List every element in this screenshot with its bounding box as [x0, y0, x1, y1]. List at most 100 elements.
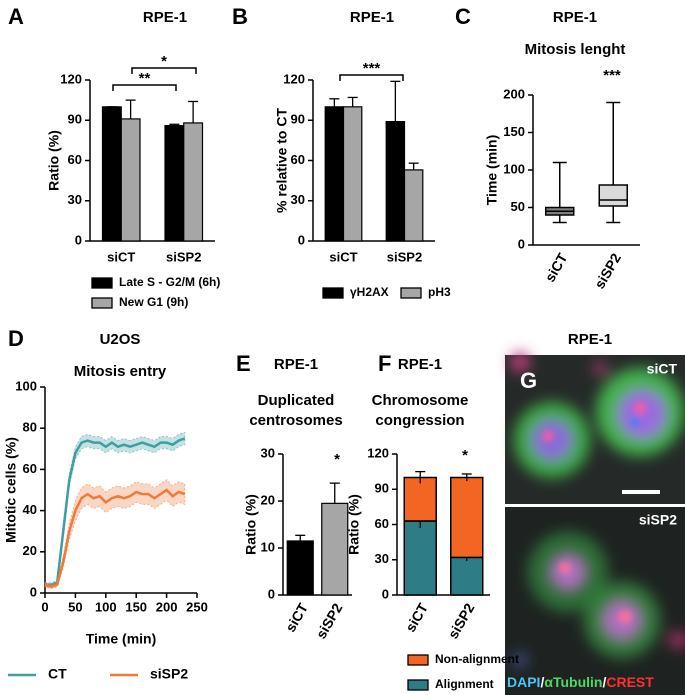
line: [44, 488, 186, 589]
panel-letter: F: [378, 351, 391, 376]
y-tick-label: 60: [375, 516, 389, 531]
x-tick-label: siCT: [402, 600, 431, 635]
y-tick-label: 200: [503, 86, 525, 101]
panel-letter: A: [8, 4, 24, 29]
legend-label: Late S - G2/M (6h): [119, 275, 220, 289]
chart-subtitle: Mitosis lenght: [525, 41, 626, 58]
y-axis-label: Ratio (%): [346, 494, 362, 555]
legend-label: Non-alignment: [435, 652, 519, 666]
y-tick-label: 150: [503, 124, 525, 139]
y-axis-label: Ratio (%): [46, 130, 62, 191]
y-axis-label: Time (min): [484, 135, 500, 206]
stain-sep: /: [540, 674, 544, 690]
line: [45, 437, 186, 587]
y-tick-label: 0: [268, 586, 275, 601]
panel-letter: D: [8, 326, 24, 351]
significance-label: *: [462, 447, 468, 464]
legend-swatch: [407, 679, 429, 691]
image-title: RPE-1: [568, 331, 612, 348]
bar: [324, 106, 345, 242]
legend-swatch: [322, 287, 344, 299]
y-tick-label: 30: [261, 445, 275, 460]
legend-swatch: [91, 277, 113, 289]
x-tick-label: siSP2: [445, 600, 478, 641]
bar-segment: [403, 476, 437, 522]
bar: [120, 118, 141, 242]
x-tick-label: 200: [156, 599, 178, 614]
legend-swatch: [91, 297, 113, 309]
significance-label: ***: [363, 60, 381, 77]
y-tick-label: 120: [283, 71, 305, 86]
x-tick-label: siSP2: [591, 250, 624, 291]
error-band: [44, 479, 186, 590]
y-tick-label: 60: [23, 461, 37, 476]
x-tick-label: siCT: [282, 600, 311, 635]
significance-bracket: [131, 67, 197, 74]
legend-swatch: [407, 654, 429, 666]
bar: [385, 120, 406, 242]
legend-label: CT: [48, 666, 67, 682]
legend-label: Alignment: [435, 677, 494, 691]
y-tick-label: 30: [291, 192, 305, 207]
box: [598, 184, 628, 207]
y-tick-label: 20: [261, 492, 275, 507]
x-tick-label: siCT: [107, 249, 135, 264]
spots-bottom: [559, 562, 632, 624]
legend-label: New G1 (9h): [119, 295, 188, 309]
chart-title: RPE-1: [143, 9, 187, 26]
x-tick-label: 150: [125, 599, 147, 614]
x-tick-label: 250: [186, 599, 208, 614]
significance-label: *: [161, 53, 167, 70]
panel-letter: B: [232, 4, 248, 29]
chart-subtitle: congression: [375, 412, 464, 429]
y-tick-label: 100: [15, 378, 37, 393]
chart-subtitle: centrosomes: [249, 412, 342, 429]
legend-label: γH2AX: [350, 285, 389, 299]
stain: CREST: [606, 674, 654, 690]
bar: [164, 125, 185, 242]
panel-letter: E: [236, 351, 251, 376]
bar: [183, 122, 204, 242]
y-tick-label: 80: [23, 420, 37, 435]
x-tick-label: siCT: [329, 249, 357, 264]
y-tick-label: 120: [60, 71, 82, 86]
bar-segment: [450, 476, 484, 559]
y-tick-label: 50: [511, 199, 525, 214]
significance-bracket: [339, 74, 404, 81]
condition-label: siSP2: [639, 512, 677, 528]
stain: DAPI: [507, 674, 540, 690]
y-tick-label: 120: [367, 445, 389, 460]
y-axis-label: Ratio (%): [243, 494, 259, 555]
significance-label: ***: [603, 67, 621, 84]
panel-letter: C: [455, 4, 471, 29]
legend-swatch: [400, 287, 422, 299]
chart-title: U2OS: [100, 331, 141, 348]
x-tick-label: 100: [95, 599, 117, 614]
y-tick-label: 90: [375, 481, 389, 496]
chart-title: RPE-1: [398, 356, 442, 373]
y-axis-label: Mitotic cells (%): [3, 437, 19, 543]
chart-title: RPE-1: [274, 356, 318, 373]
y-tick-label: 60: [68, 152, 82, 167]
chart-title: RPE-1: [350, 9, 394, 26]
legend-label: siSP2: [150, 666, 188, 682]
y-tick-label: 10: [261, 539, 275, 554]
y-tick-label: 30: [375, 551, 389, 566]
bar: [342, 106, 363, 242]
bar-segment: [403, 520, 437, 596]
y-tick-label: 0: [298, 232, 305, 247]
y-tick-label: 0: [518, 236, 525, 251]
stain-legend: DAPI/αTubulin/CREST: [507, 674, 654, 690]
y-tick-label: 90: [291, 112, 305, 127]
y-tick-label: 30: [68, 192, 82, 207]
y-tick-label: 0: [30, 584, 37, 599]
x-tick-label: siSP2: [166, 249, 201, 264]
significance-bracket: [112, 84, 177, 91]
x-tick-label: siSP2: [387, 249, 422, 264]
error-band: [44, 431, 186, 588]
x-axis-label: Time (min): [86, 631, 157, 647]
chart-subtitle: Chromosome: [372, 392, 469, 409]
stain-sep: /: [602, 674, 606, 690]
bar: [286, 540, 314, 596]
